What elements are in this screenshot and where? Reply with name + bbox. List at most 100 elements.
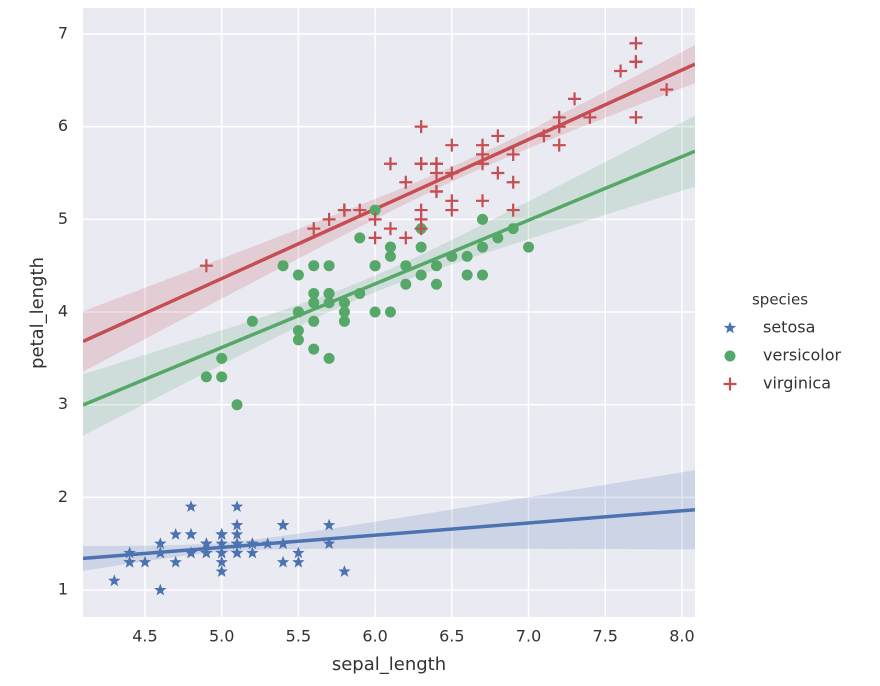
star-point	[184, 528, 198, 540]
circle-point	[430, 278, 442, 290]
plus-point	[414, 212, 428, 226]
star-point	[230, 546, 244, 559]
regression-line	[83, 149, 695, 407]
circle-point	[292, 325, 304, 337]
x-axis-label: sepal_length	[332, 654, 446, 675]
star-point	[276, 518, 290, 531]
star-point	[276, 537, 290, 550]
plus-point	[629, 36, 643, 50]
star-point	[154, 583, 167, 596]
star-point	[200, 546, 213, 559]
plus-point	[399, 231, 413, 245]
confidence-band	[83, 115, 695, 436]
star-point	[230, 518, 244, 531]
plus-point	[583, 110, 597, 124]
circle-point	[323, 287, 335, 299]
circle-point	[354, 232, 366, 244]
plus-point	[629, 55, 643, 69]
circle-point	[430, 260, 442, 272]
circle-point	[308, 343, 320, 355]
plus-point	[199, 259, 213, 273]
star-point	[723, 321, 737, 334]
circle-point	[446, 250, 458, 262]
circle-point	[369, 204, 381, 216]
star-point	[261, 537, 274, 550]
y-tick-label: 5	[58, 209, 68, 228]
plus-point	[322, 212, 336, 226]
x-tick-label: 8.0	[669, 627, 694, 646]
plus-point	[337, 203, 351, 217]
star-point	[292, 555, 305, 568]
star-point	[200, 537, 213, 550]
x-tick-label: 6.0	[362, 627, 387, 646]
plus-point	[506, 175, 520, 189]
star-point	[276, 555, 290, 568]
star-point	[215, 555, 228, 568]
circle-point	[724, 350, 736, 362]
star-point	[123, 546, 136, 559]
circle-point	[477, 213, 489, 225]
legend-entry: versicolor	[724, 346, 841, 365]
circle-point	[308, 315, 320, 327]
x-tick-label: 5.5	[286, 627, 311, 646]
x-tick-label: 6.5	[439, 627, 464, 646]
circle-point	[507, 223, 519, 235]
circle-point	[523, 241, 535, 253]
star-point	[338, 565, 351, 577]
circle-point	[200, 371, 212, 383]
circle-point	[400, 260, 412, 272]
circle-point	[308, 297, 320, 309]
x-tick-label: 7.0	[516, 627, 541, 646]
circle-point	[384, 250, 396, 262]
star-point	[184, 546, 198, 559]
circle-point	[384, 306, 396, 318]
plus-point	[353, 203, 367, 217]
circle-point	[477, 269, 489, 281]
star-point	[230, 528, 244, 540]
plus-point	[414, 120, 428, 134]
plus-point	[552, 120, 566, 134]
circle-point	[292, 269, 304, 281]
star-point	[215, 537, 228, 550]
star-point	[154, 537, 167, 550]
legend: species setosa versicolor virginica	[723, 291, 841, 393]
plus-point	[491, 129, 505, 143]
legend-label: setosa	[763, 318, 815, 337]
legend-label: versicolor	[763, 346, 841, 365]
circle-point	[308, 260, 320, 272]
circle-point	[415, 241, 427, 253]
star-point	[215, 546, 228, 559]
grid	[83, 8, 695, 617]
star-point	[184, 500, 198, 512]
circle-point	[246, 315, 258, 327]
plus-point	[445, 138, 459, 152]
points	[108, 36, 674, 596]
circle-point	[354, 287, 366, 299]
star-point	[108, 574, 121, 587]
circle-point	[492, 232, 504, 244]
regression-line	[83, 62, 695, 344]
x-tick-label: 4.5	[132, 627, 157, 646]
plus-point	[629, 110, 643, 124]
circle-point	[277, 260, 289, 272]
circle-point	[216, 371, 228, 383]
circle-point	[461, 250, 473, 262]
circle-point	[369, 306, 381, 318]
star-point	[138, 555, 152, 568]
legend-title: species	[752, 291, 808, 309]
plus-point	[307, 222, 321, 236]
circle-point	[338, 306, 350, 318]
y-tick-label: 3	[58, 394, 68, 413]
circle-point	[477, 241, 489, 253]
plus-point	[383, 157, 397, 171]
circle-point	[292, 334, 304, 346]
y-tick-label: 6	[58, 116, 68, 135]
star-point	[169, 555, 182, 568]
plus-point	[614, 64, 628, 78]
star-point	[230, 537, 244, 550]
plus-point	[491, 166, 505, 180]
plus-point	[399, 175, 413, 189]
star-point	[322, 537, 336, 550]
circle-point	[461, 269, 473, 281]
